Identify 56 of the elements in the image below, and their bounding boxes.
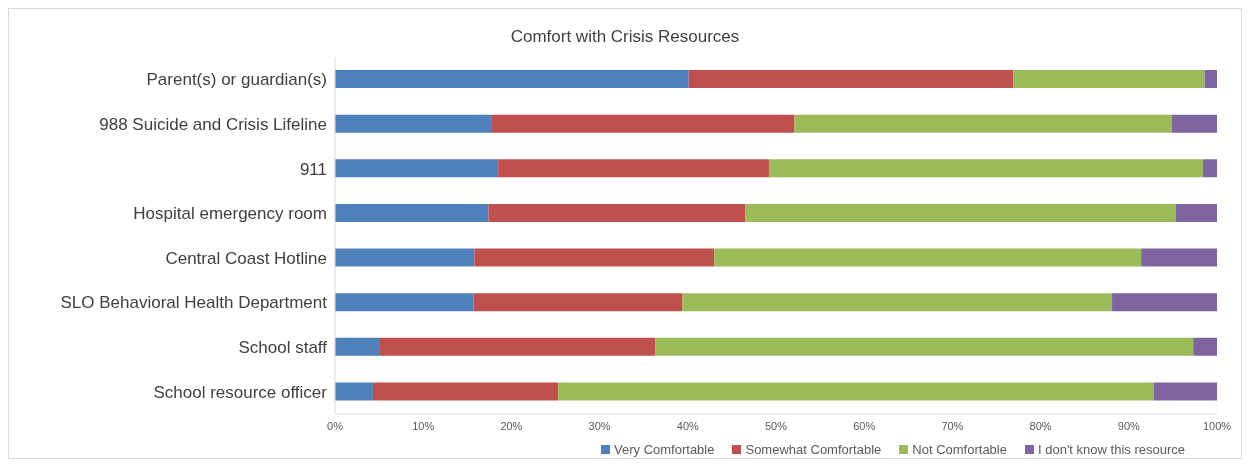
bar xyxy=(473,293,683,312)
legend-label: Somewhat Comfortable xyxy=(744,442,882,457)
bar xyxy=(372,382,559,401)
bar xyxy=(688,70,1014,88)
x-tick-label: 10% xyxy=(412,419,435,432)
x-tick-label: 50% xyxy=(764,419,788,432)
x-tick-label: 60% xyxy=(853,419,876,432)
legend-label: Not Comfortable xyxy=(911,442,1007,457)
bar xyxy=(491,114,795,133)
bar xyxy=(1013,70,1205,88)
bar xyxy=(1202,159,1217,178)
bar xyxy=(335,203,489,222)
bar xyxy=(558,382,1154,401)
y-tick-label: Central Coast Hotline xyxy=(165,248,327,268)
bar xyxy=(474,248,715,267)
bar xyxy=(682,293,1113,312)
bar xyxy=(745,203,1176,222)
y-tick-label: 911 xyxy=(299,159,327,179)
bar xyxy=(1204,70,1217,88)
bar xyxy=(498,159,769,178)
bar xyxy=(655,337,1194,356)
bar xyxy=(335,248,475,267)
bar xyxy=(379,337,656,356)
y-tick-label: Hospital emergency room xyxy=(133,204,327,224)
x-tick-label: 40% xyxy=(676,419,700,432)
bar xyxy=(335,70,689,88)
x-tick-label: 90% xyxy=(1117,419,1141,432)
bar xyxy=(1112,293,1217,312)
bar xyxy=(1153,382,1217,401)
x-tick-label: 0% xyxy=(327,419,344,432)
y-tick-label: Parent(s) or guardian(s) xyxy=(146,70,327,90)
bar xyxy=(488,203,746,222)
y-tick-label: SLO Behavioral Health Department xyxy=(60,293,328,313)
bar xyxy=(335,293,474,312)
bar xyxy=(1193,337,1217,356)
bar xyxy=(1175,203,1217,222)
x-tick-label: 70% xyxy=(941,419,964,432)
chart-title: Comfort with Crisis Resources xyxy=(509,26,741,48)
y-tick-label: School staff xyxy=(238,338,328,358)
bar xyxy=(335,337,380,356)
bar xyxy=(1141,248,1217,267)
legend-label: Very Comfortable xyxy=(613,442,715,457)
bar xyxy=(1172,114,1217,133)
bar xyxy=(335,159,499,178)
x-tick-label: 80% xyxy=(1029,419,1052,432)
y-tick-label: 988 Suicide and Crisis Lifeline xyxy=(99,114,327,134)
bar xyxy=(714,248,1142,267)
x-tick-label: 20% xyxy=(500,419,523,432)
bar xyxy=(335,114,492,133)
y-tick-label: School resource officer xyxy=(153,382,328,402)
x-tick-label: 30% xyxy=(588,419,611,432)
x-tick-label: 100% xyxy=(1202,419,1232,432)
bar xyxy=(794,114,1173,133)
bar xyxy=(335,382,373,401)
legend-label: I don't know this resource xyxy=(1036,442,1185,457)
bar xyxy=(768,159,1203,178)
